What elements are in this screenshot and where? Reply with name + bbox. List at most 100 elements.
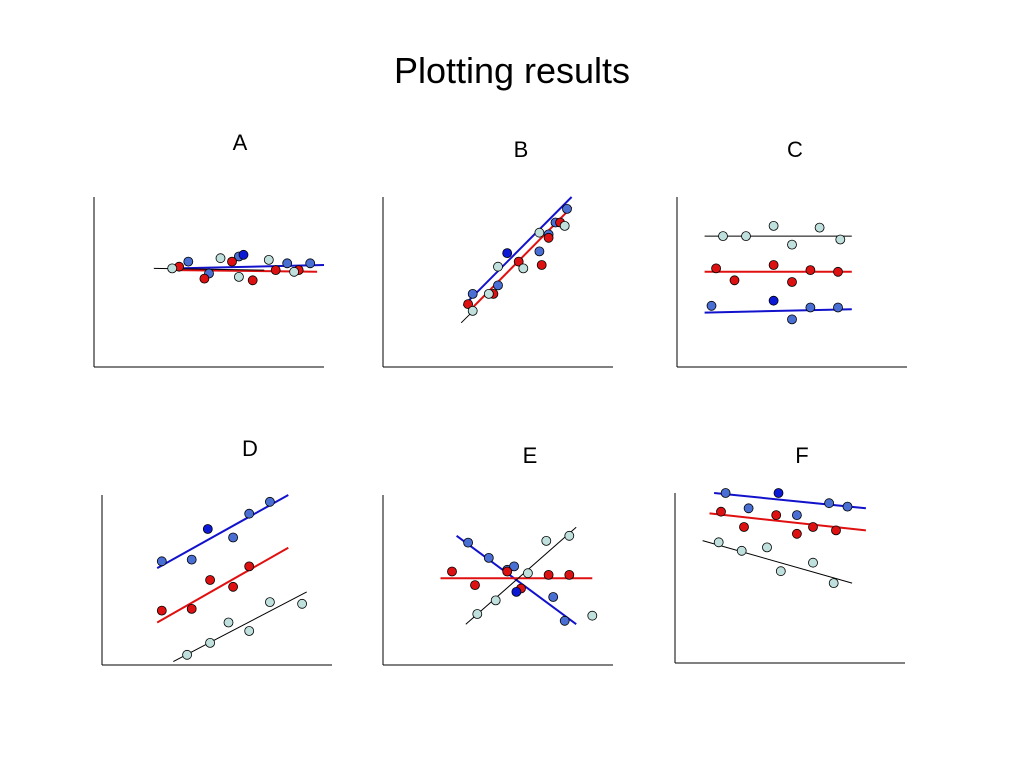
data-point xyxy=(564,530,575,541)
fit-line xyxy=(173,591,307,663)
data-point xyxy=(842,501,853,512)
data-point xyxy=(536,260,547,270)
data-point xyxy=(247,275,258,286)
data-point xyxy=(768,220,779,231)
fit-line xyxy=(713,492,867,510)
data-point xyxy=(202,524,213,534)
data-point xyxy=(289,266,300,277)
data-point xyxy=(833,266,843,277)
data-point xyxy=(297,598,308,609)
data-point xyxy=(559,220,570,231)
data-point xyxy=(282,258,293,269)
data-point xyxy=(199,273,210,284)
data-point xyxy=(831,525,841,536)
data-point xyxy=(513,256,524,267)
data-point xyxy=(543,232,554,243)
data-point xyxy=(771,510,782,520)
data-point xyxy=(167,263,178,274)
data-point xyxy=(739,522,749,532)
fit-line xyxy=(156,546,289,624)
page-title: Plotting results xyxy=(393,50,631,91)
data-point xyxy=(493,261,503,272)
data-point xyxy=(828,578,839,588)
data-point xyxy=(186,554,197,565)
data-point xyxy=(244,508,255,519)
panel-d: D xyxy=(101,436,332,666)
panel-label: F xyxy=(795,443,808,468)
fit-line xyxy=(702,540,853,584)
data-point xyxy=(541,536,552,546)
panel-label: E xyxy=(523,443,538,468)
fit-line xyxy=(465,526,577,625)
data-point xyxy=(223,617,234,628)
data-point xyxy=(244,561,255,572)
data-point xyxy=(205,575,216,585)
data-point xyxy=(523,568,533,579)
fit-line xyxy=(709,512,867,532)
panel-b: B xyxy=(382,137,613,368)
data-point xyxy=(186,604,197,614)
data-point xyxy=(467,288,478,299)
data-point xyxy=(534,227,545,238)
data-point xyxy=(711,263,721,274)
data-point xyxy=(792,510,802,520)
data-point xyxy=(543,570,554,580)
data-point xyxy=(263,254,274,265)
data-point xyxy=(720,488,731,498)
data-point xyxy=(562,203,572,214)
data-point xyxy=(762,542,772,553)
data-point xyxy=(227,256,237,267)
data-point xyxy=(743,503,754,514)
data-point xyxy=(502,248,513,259)
data-point xyxy=(736,545,747,556)
data-point xyxy=(824,498,834,509)
fit-line xyxy=(462,196,573,307)
data-point xyxy=(447,566,457,577)
data-point xyxy=(511,587,522,597)
data-point xyxy=(787,277,797,287)
panel-label: B xyxy=(514,137,529,162)
data-point xyxy=(228,532,239,543)
data-point xyxy=(564,570,575,580)
data-point xyxy=(156,556,167,567)
data-point xyxy=(787,314,797,325)
data-point xyxy=(534,246,545,257)
data-point xyxy=(502,566,513,577)
panel-c: C xyxy=(676,137,907,368)
data-point xyxy=(470,580,480,590)
panel-a: A xyxy=(93,130,325,368)
panel-e: E xyxy=(382,443,613,666)
fit-line xyxy=(156,494,289,569)
data-point xyxy=(805,302,816,313)
data-point xyxy=(483,553,494,563)
data-point xyxy=(490,595,501,606)
data-point xyxy=(775,566,786,577)
data-point xyxy=(729,275,740,286)
data-point xyxy=(718,231,728,242)
data-point xyxy=(548,592,559,602)
data-point xyxy=(493,280,503,291)
data-point xyxy=(773,488,784,498)
data-point xyxy=(835,234,846,245)
data-point xyxy=(156,605,167,616)
data-point xyxy=(305,258,316,269)
data-point xyxy=(238,249,249,260)
data-point xyxy=(768,260,779,270)
data-point xyxy=(792,528,802,539)
data-point xyxy=(787,239,797,250)
data-point xyxy=(270,265,281,276)
data-point xyxy=(808,557,818,568)
data-point xyxy=(228,581,239,592)
panel-label: A xyxy=(233,130,248,155)
data-point xyxy=(215,253,226,264)
data-point xyxy=(205,638,216,648)
data-point xyxy=(244,626,255,636)
data-point xyxy=(182,649,193,660)
panel-f: F xyxy=(674,443,905,664)
data-point xyxy=(264,597,275,607)
data-point xyxy=(472,609,483,619)
data-point xyxy=(467,305,478,316)
data-point xyxy=(463,299,474,310)
data-point xyxy=(713,537,724,548)
